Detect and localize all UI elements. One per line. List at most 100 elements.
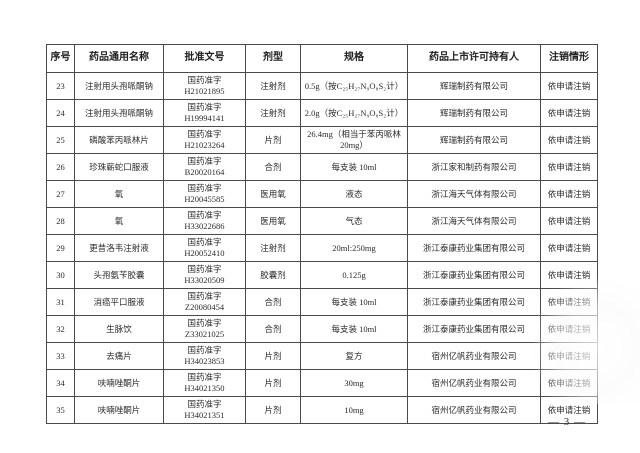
cell-dosage-form: 片剂 (245, 126, 301, 154)
cell-approval-number: 国药准字 H19994141 (163, 99, 246, 127)
cell-drug-generic-name: 磷酸苯丙哌林片 (74, 126, 164, 154)
cell-approval-number: 国药准字 Z20080454 (163, 288, 246, 316)
table-row: 29 更昔洛韦注射液 国药准字 H20052410 注射剂 20ml:250mg… (46, 234, 598, 262)
cell-approval-number: 国药准字 H20045585 (163, 180, 246, 208)
cell-cancellation-type: 依申请注销 (540, 126, 598, 154)
cell-specification: 每支装 10ml (300, 315, 408, 343)
table-row: 27 氧 国药准字 H20045585 医用氧 液态 浙江海天气体有限公司 依申… (46, 180, 598, 208)
cell-specification: 每支装 10ml (300, 288, 408, 316)
cell-drug-generic-name: 去痛片 (74, 342, 164, 370)
cell-specification: 0.125g (300, 261, 408, 289)
cell-dosage-form: 片剂 (245, 342, 301, 370)
cell-drug-generic-name: 呋喃唑酮片 (74, 396, 164, 424)
cell-serial-number: 30 (46, 261, 75, 289)
cell-specification: 30mg (300, 369, 408, 397)
cell-cancellation-type: 依申请注销 (540, 288, 598, 316)
drug-registration-cancellation-table: 序号 药品通用名称 批准文号 剂型 规格 药品上市许可持有人 注销情形 23 注… (46, 44, 598, 424)
cell-serial-number: 29 (46, 234, 75, 262)
cell-dosage-form: 医用氧 (245, 180, 301, 208)
cell-serial-number: 34 (46, 369, 75, 397)
table-row: 24 注射用头孢哌酮钠 国药准字 H19994141 注射剂 2.0g（按C₂₅… (46, 99, 598, 127)
cell-approval-number: 国药准字 H33022686 (163, 207, 246, 235)
cell-marketing-authorization-holder: 宿州亿帆药业有限公司 (407, 369, 541, 397)
cell-drug-generic-name: 氧 (74, 207, 164, 235)
cell-specification: 气态 (300, 207, 408, 235)
cell-serial-number: 26 (46, 153, 75, 181)
cell-marketing-authorization-holder: 浙江家和制药有限公司 (407, 153, 541, 181)
cell-dosage-form: 合剂 (245, 153, 301, 181)
table-row: 23 注射用头孢哌酮钠 国药准字 H21021895 注射剂 0.5g（按C₂₅… (46, 72, 598, 100)
cell-marketing-authorization-holder: 辉瑞制药有限公司 (407, 72, 541, 100)
cell-approval-number: 国药准字 H21021895 (163, 72, 246, 100)
table-row: 28 氧 国药准字 H33022686 医用氧 气态 浙江海天气体有限公司 依申… (46, 207, 598, 235)
cell-marketing-authorization-holder: 浙江海天气体有限公司 (407, 207, 541, 235)
cell-approval-number: 国药准字 H33020509 (163, 261, 246, 289)
cell-marketing-authorization-holder: 辉瑞制药有限公司 (407, 126, 541, 154)
cell-serial-number: 23 (46, 72, 75, 100)
cell-serial-number: 35 (46, 396, 75, 424)
table-row: 35 呋喃唑酮片 国药准字 H34021351 片剂 10mg 宿州亿帆药业有限… (46, 396, 598, 424)
cell-drug-generic-name: 注射用头孢哌酮钠 (74, 72, 164, 100)
cell-cancellation-type: 依申请注销 (540, 99, 598, 127)
cell-cancellation-type: 依申请注销 (540, 342, 598, 370)
cell-marketing-authorization-holder: 浙江泰康药业集团有限公司 (407, 288, 541, 316)
cell-marketing-authorization-holder: 浙江泰康药业集团有限公司 (407, 234, 541, 262)
cell-specification: 复方 (300, 342, 408, 370)
cell-dosage-form: 片剂 (245, 396, 301, 424)
cell-drug-generic-name: 珍珠蕲蛇口服液 (74, 153, 164, 181)
cell-serial-number: 28 (46, 207, 75, 235)
table-row: 31 消癌平口服液 国药准字 Z20080454 合剂 每支装 10ml 浙江泰… (46, 288, 598, 316)
cell-marketing-authorization-holder: 浙江海天气体有限公司 (407, 180, 541, 208)
header-dosage-form: 剂型 (245, 44, 301, 73)
cell-serial-number: 24 (46, 99, 75, 127)
table-row: 33 去痛片 国药准字 H34023853 片剂 复方 宿州亿帆药业有限公司 依… (46, 342, 598, 370)
cell-approval-number: 国药准字 H20052410 (163, 234, 246, 262)
cell-cancellation-type: 依申请注销 (540, 180, 598, 208)
header-marketing-authorization-holder: 药品上市许可持有人 (407, 44, 541, 73)
cell-dosage-form: 胶囊剂 (245, 261, 301, 289)
cell-dosage-form: 注射剂 (245, 234, 301, 262)
cell-serial-number: 25 (46, 126, 75, 154)
cell-specification: 26.4mg（相当于苯丙哌林 20mg） (300, 126, 408, 154)
cell-marketing-authorization-holder: 浙江泰康药业集团有限公司 (407, 261, 541, 289)
cell-serial-number: 32 (46, 315, 75, 343)
cell-dosage-form: 注射剂 (245, 99, 301, 127)
cell-drug-generic-name: 氧 (74, 180, 164, 208)
cell-specification: 0.5g（按C₂₅H₂₇N₉O₈S₂计） (300, 72, 408, 100)
cell-serial-number: 33 (46, 342, 75, 370)
cell-approval-number: 国药准字 H21023264 (163, 126, 246, 154)
cell-approval-number: 国药准字 H34021350 (163, 369, 246, 397)
header-specification: 规格 (300, 44, 408, 73)
table-row: 25 磷酸苯丙哌林片 国药准字 H21023264 片剂 26.4mg（相当于苯… (46, 126, 598, 154)
header-serial-number: 序号 (46, 44, 75, 73)
header-approval-number: 批准文号 (163, 44, 246, 73)
cell-specification: 10mg (300, 396, 408, 424)
cell-specification: 20ml:250mg (300, 234, 408, 262)
cell-cancellation-type: 依申请注销 (540, 153, 598, 181)
cell-dosage-form: 注射剂 (245, 72, 301, 100)
cell-cancellation-type: 依申请注销 (540, 234, 598, 262)
cell-cancellation-type: 依申请注销 (540, 369, 598, 397)
table-row: 30 头孢氨苄胶囊 国药准字 H33020509 胶囊剂 0.125g 浙江泰康… (46, 261, 598, 289)
cell-marketing-authorization-holder: 辉瑞制药有限公司 (407, 99, 541, 127)
header-drug-generic-name: 药品通用名称 (74, 44, 164, 73)
cell-drug-generic-name: 生脉饮 (74, 315, 164, 343)
cell-specification: 液态 (300, 180, 408, 208)
cell-marketing-authorization-holder: 宿州亿帆药业有限公司 (407, 342, 541, 370)
cell-cancellation-type: 依申请注销 (540, 315, 598, 343)
header-cancellation-type: 注销情形 (540, 44, 598, 73)
cell-drug-generic-name: 更昔洛韦注射液 (74, 234, 164, 262)
page-number: — 3 — (548, 416, 586, 428)
cell-dosage-form: 片剂 (245, 369, 301, 397)
cell-drug-generic-name: 注射用头孢哌酮钠 (74, 99, 164, 127)
cell-serial-number: 31 (46, 288, 75, 316)
cell-dosage-form: 合剂 (245, 288, 301, 316)
table-row: 26 珍珠蕲蛇口服液 国药准字 B20020164 合剂 每支装 10ml 浙江… (46, 153, 598, 181)
cell-approval-number: 国药准字 H34023853 (163, 342, 246, 370)
cell-approval-number: 国药准字 H34021351 (163, 396, 246, 424)
cell-approval-number: 国药准字 Z33021025 (163, 315, 246, 343)
cell-cancellation-type: 依申请注销 (540, 72, 598, 100)
cell-dosage-form: 合剂 (245, 315, 301, 343)
cell-drug-generic-name: 消癌平口服液 (74, 288, 164, 316)
